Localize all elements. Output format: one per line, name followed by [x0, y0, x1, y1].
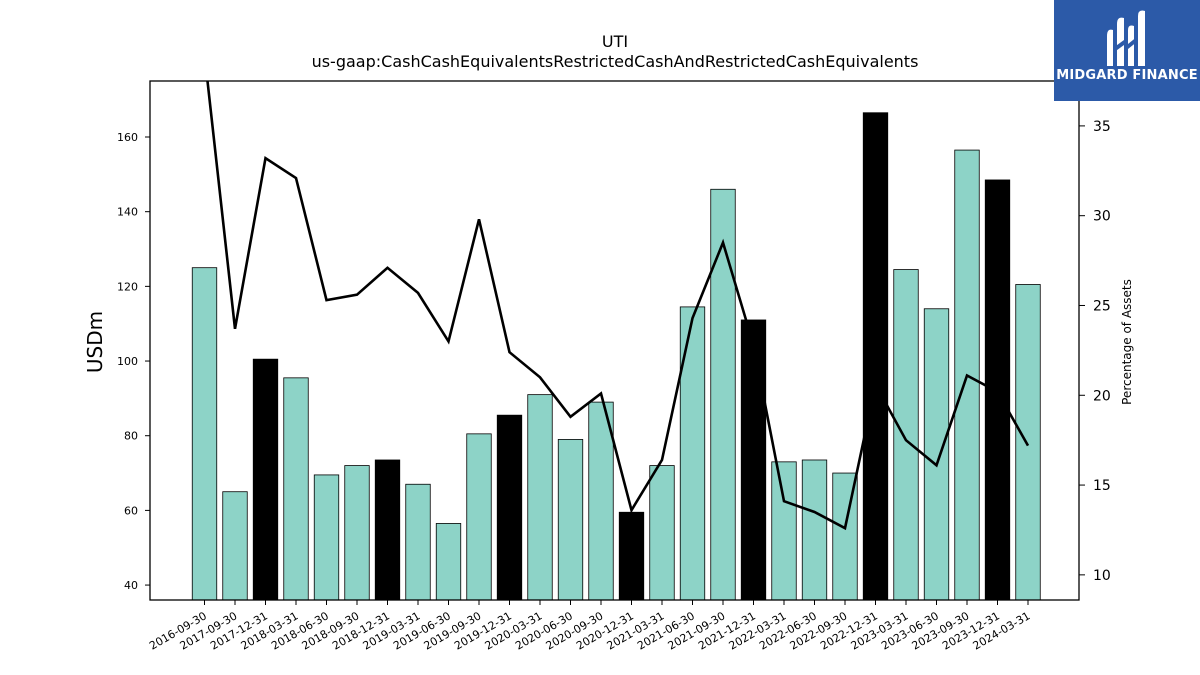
percentage-line	[206, 81, 1030, 531]
bar-2023-12-31	[984, 179, 1011, 601]
y-tick-label: 160	[117, 131, 138, 144]
bar-2023-06-30	[923, 308, 950, 601]
midgard-finance-logo: MIDGARD FINANCE	[1054, 0, 1200, 101]
bar-2024-03-31	[1015, 284, 1041, 601]
bar-2021-03-31	[649, 465, 675, 601]
y-axis-label: USDm	[83, 311, 107, 373]
plot-frame	[149, 80, 1080, 601]
bar-2019-12-31	[496, 414, 523, 601]
y-tick-label: 80	[124, 430, 138, 443]
y-tick-label: 120	[117, 280, 138, 293]
bar-2020-06-30	[557, 439, 584, 601]
bar-2021-12-31	[740, 319, 767, 601]
y-right-tick-label: 30	[1093, 209, 1111, 225]
bar-2019-06-30	[435, 523, 462, 601]
y-right-tick-label: 15	[1093, 478, 1111, 494]
bar-2018-09-30	[344, 465, 370, 601]
bar-2022-06-30	[801, 459, 828, 601]
bar-2019-09-30	[466, 433, 492, 601]
bar-2021-09-30	[710, 188, 736, 601]
bar-2020-09-30	[588, 401, 614, 601]
bar-2018-06-30	[313, 474, 340, 601]
y-axis-right: 10 15 20 25 30 35	[1079, 119, 1111, 584]
bar-2017-09-30	[222, 491, 248, 601]
bar-2020-03-31	[527, 394, 553, 601]
bars-group	[191, 112, 1041, 601]
bar-2023-03-31	[893, 269, 919, 601]
y-axis-left: 40 60 80 100 120 140 160	[117, 131, 150, 592]
bar-2018-12-31	[374, 459, 401, 601]
bar-2018-03-31	[283, 377, 309, 601]
bar-2022-12-31	[862, 112, 889, 601]
chart-title: UTI	[601, 32, 629, 51]
y-tick-label: 100	[117, 355, 138, 368]
y-axis-right-label: Percentage of Assets	[1120, 279, 1134, 405]
bar-2019-03-31	[405, 483, 431, 601]
y-right-tick-label: 10	[1093, 568, 1111, 584]
bar-2020-12-31	[618, 511, 645, 601]
logo-text: MIDGARD FINANCE	[1056, 68, 1198, 83]
bar-2022-03-31	[771, 461, 797, 601]
line-group	[206, 81, 1030, 531]
y-right-tick-label: 35	[1093, 119, 1111, 135]
bar-2016-09-30	[191, 267, 218, 601]
y-tick-label: 40	[124, 579, 138, 592]
bar-2017-12-31	[252, 358, 279, 601]
midgard-logo-icon	[1107, 10, 1145, 67]
y-right-tick-label: 25	[1093, 298, 1111, 314]
x-axis: 2016-09-302017-09-302017-12-312018-03-31…	[147, 600, 1033, 653]
chart-subtitle: us-gaap:CashCashEquivalentsRestrictedCas…	[311, 52, 919, 71]
y-tick-label: 60	[124, 504, 138, 517]
y-tick-label: 140	[117, 206, 138, 219]
bar-2021-06-30	[679, 306, 706, 601]
y-right-tick-label: 20	[1093, 388, 1111, 404]
